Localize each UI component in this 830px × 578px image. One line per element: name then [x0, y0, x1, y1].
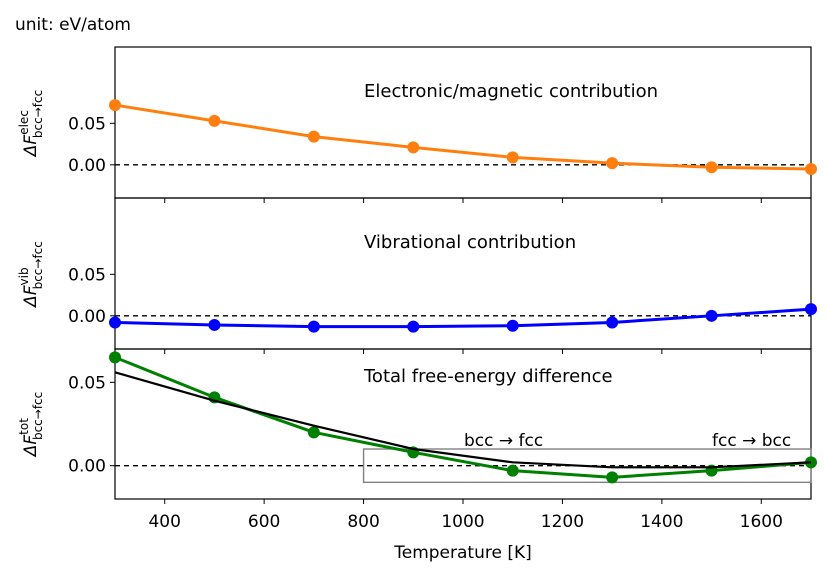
data-point-vib — [606, 316, 619, 329]
x-tick-label: 1000 — [441, 512, 484, 532]
y-tick-label-tot: 0.00 — [68, 457, 106, 477]
data-point-vib — [208, 318, 221, 331]
data-point-tot — [506, 464, 519, 477]
y-axis-label-elec-sub: bcc→fcc — [31, 90, 45, 138]
y-axis-label-vib-base: ΔF — [21, 285, 41, 309]
x-tick-label: 1400 — [640, 512, 683, 532]
y-tick-label-elec: 0.00 — [68, 156, 106, 176]
unit-label: unit: eV/atom — [15, 15, 131, 35]
data-point-elec — [407, 141, 420, 154]
y-axis-label-tot: ΔFtotbcc→fcc — [17, 392, 45, 458]
data-point-elec — [705, 161, 718, 174]
series-line-tot-1 — [114, 371, 812, 469]
y-axis-label-vib: ΔFvibbcc→fcc — [17, 241, 45, 309]
panel-elec-annotation: Electronic/magnetic contribution — [364, 81, 658, 102]
x-tick-label: 800 — [347, 512, 379, 532]
svg-text:ΔFelecbcc→fcc: ΔFelecbcc→fcc — [17, 90, 45, 158]
y-axis-label-tot-sup: tot — [17, 418, 31, 435]
y-axis-label-elec-base: ΔF — [21, 135, 41, 159]
svg-text:ΔFtotbcc→fcc: ΔFtotbcc→fcc — [17, 392, 45, 458]
x-tick-label: 600 — [248, 512, 280, 532]
data-point-elec — [208, 114, 221, 127]
y-tick-label-vib: 0.05 — [68, 265, 106, 285]
x-tick-label: 1200 — [541, 512, 584, 532]
svg-text:ΔFvibbcc→fcc: ΔFvibbcc→fcc — [17, 241, 45, 309]
data-point-tot — [606, 471, 619, 484]
data-point-vib — [407, 320, 420, 333]
data-point-vib — [805, 303, 817, 316]
data-point-elec — [307, 130, 320, 143]
y-axis-label-elec-sup: elec — [17, 110, 31, 135]
data-point-tot — [307, 426, 320, 439]
data-point-elec — [805, 162, 817, 175]
y-axis-label-vib-sub: bcc→fcc — [31, 241, 45, 289]
x-tick-label: 400 — [148, 512, 180, 532]
data-point-elec — [606, 157, 619, 170]
y-tick-label-vib: 0.00 — [68, 307, 106, 327]
data-point-vib — [506, 319, 519, 332]
y-axis-label-tot-sub: bcc→fcc — [31, 392, 45, 440]
panel-vib-annotation: Vibrational contribution — [364, 232, 576, 253]
x-tick-label: 1600 — [740, 512, 783, 532]
series-line-elec-0 — [114, 103, 812, 171]
data-point-elec — [506, 151, 519, 164]
transition-label-bcc-fcc: bcc → fcc — [464, 431, 543, 451]
y-tick-label-tot: 0.05 — [68, 373, 106, 393]
chart-marks: 0.00 0.05 0.00 0.05 0.00 0.05 400 600 800 1000 120… — [68, 99, 817, 532]
y-axis-label-elec: ΔFelecbcc→fcc — [17, 90, 45, 158]
y-tick-label-elec: 0.05 — [68, 114, 106, 134]
data-point-elec — [109, 99, 121, 112]
data-point-tot — [109, 351, 121, 364]
panel-tot-annotation: Total free-energy difference — [363, 366, 613, 387]
data-point-vib — [705, 309, 718, 322]
transition-label-fcc-bcc: fcc → bcc — [712, 431, 791, 451]
series-line-tot-0 — [114, 355, 812, 479]
x-axis-label: Temperature [K] — [393, 543, 532, 563]
series-line-vib-0 — [114, 307, 812, 329]
data-point-vib — [307, 320, 320, 333]
y-axis-label-tot-base: ΔF — [21, 435, 41, 459]
y-axis-label-vib-sup: vib — [17, 267, 31, 285]
data-point-vib — [109, 316, 121, 329]
